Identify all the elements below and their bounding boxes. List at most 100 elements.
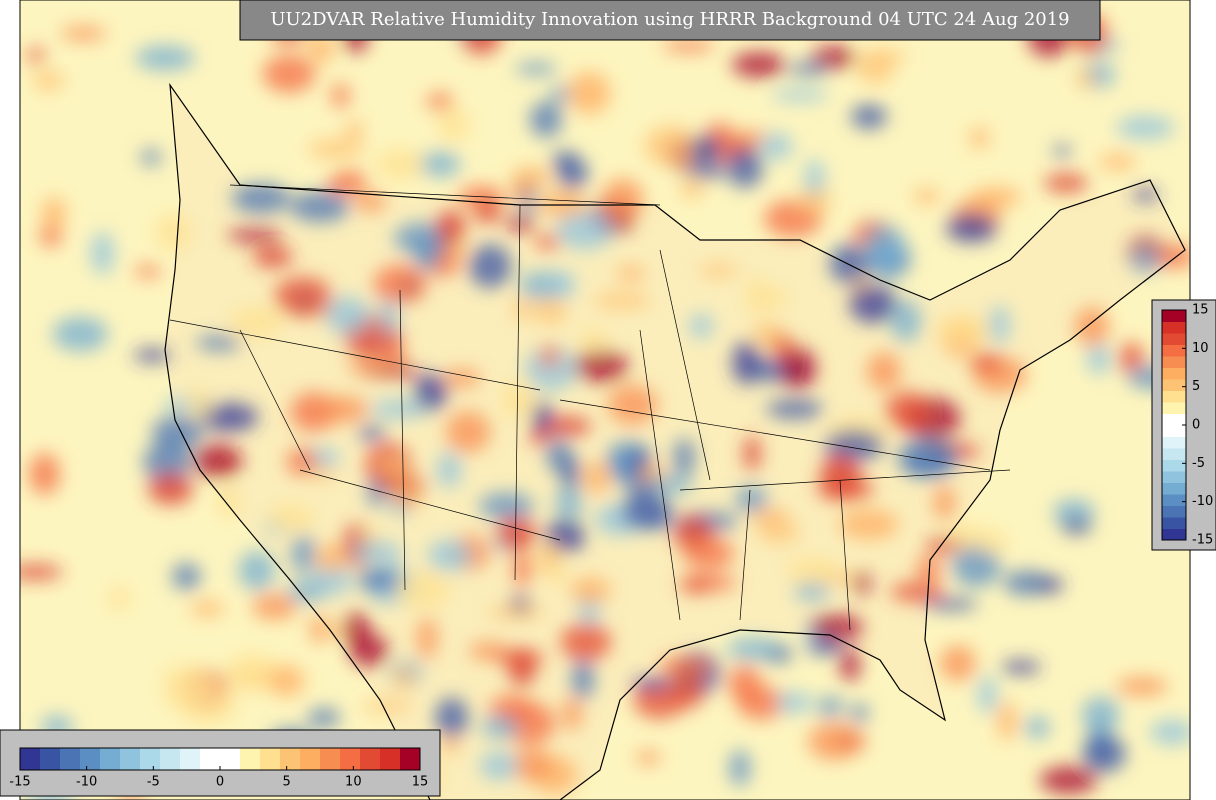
humidity-blob	[225, 654, 282, 692]
humidity-blob	[683, 537, 734, 570]
humidity-blob	[155, 213, 192, 251]
colorbar-segment	[1162, 448, 1186, 460]
humidity-blob	[705, 123, 733, 138]
humidity-blob	[443, 368, 481, 388]
humidity-blob	[178, 683, 236, 724]
humidity-blob	[810, 614, 864, 641]
humidity-blob	[1076, 67, 1096, 89]
humidity-blob	[817, 477, 874, 502]
humidity-blob	[971, 186, 1022, 207]
colorbar-segment	[1162, 505, 1186, 518]
humidity-blob	[698, 263, 739, 278]
title: UU2DVAR Relative Humidity Innovation usi…	[270, 9, 1069, 30]
humidity-blob	[480, 715, 520, 739]
humidity-blob	[511, 747, 553, 782]
colorbar-segment	[1162, 333, 1186, 345]
humidity-blob	[731, 51, 786, 78]
humidity-blob	[592, 292, 651, 310]
humidity-blob	[733, 130, 768, 144]
colorbar-segment	[1162, 402, 1186, 414]
humidity-blob	[601, 178, 644, 221]
humidity-blob	[689, 135, 721, 164]
humidity-blob	[231, 183, 291, 214]
humidity-blob	[1024, 716, 1051, 739]
humidity-blob	[291, 534, 316, 574]
humidity-blob	[1044, 174, 1089, 193]
humidity-blob	[427, 539, 473, 572]
colorbar-segment	[1162, 459, 1186, 472]
humidity-blob	[539, 416, 592, 436]
humidity-blob	[515, 62, 558, 75]
humidity-blob	[358, 425, 386, 441]
colorbar-segment	[20, 748, 41, 770]
colorbar-segment	[1162, 321, 1186, 334]
humidity-blob	[952, 545, 1001, 588]
humidity-blob	[785, 557, 838, 583]
humidity-blob	[621, 492, 672, 530]
humidity-blob	[537, 542, 560, 573]
humidity-blob	[474, 201, 501, 224]
humidity-blob	[274, 276, 332, 317]
humidity-blob	[840, 648, 861, 682]
colorbar-segment	[60, 748, 81, 770]
humidity-blob	[290, 191, 350, 223]
humidity-blob	[770, 334, 795, 360]
humidity-blob	[373, 264, 428, 304]
humidity-blob	[486, 606, 545, 619]
colorbar-segment	[160, 748, 181, 770]
humidity-blob	[1099, 154, 1137, 170]
humidity-blob	[997, 701, 1017, 741]
humidity-blob	[807, 722, 861, 761]
tick-label: 10	[1192, 341, 1209, 356]
tick-label: 10	[345, 775, 362, 790]
humidity-blob	[630, 677, 676, 691]
humidity-blob	[534, 234, 561, 250]
colorbar-segment	[1162, 310, 1186, 322]
humidity-blob	[435, 697, 469, 738]
humidity-blob	[217, 484, 240, 519]
humidity-blob	[562, 697, 582, 731]
colorbar-segment	[1162, 517, 1186, 529]
humidity-blob	[1132, 188, 1159, 202]
humidity-blob	[550, 86, 572, 103]
humidity-blob	[445, 410, 491, 453]
humidity-blob	[849, 284, 897, 324]
tick-label: 15	[412, 775, 429, 790]
colorbar-segment	[100, 748, 121, 770]
humidity-blob	[555, 486, 583, 520]
map-area	[20, 0, 1190, 800]
colorbar-segment	[1162, 379, 1186, 391]
humidity-blob	[750, 509, 790, 524]
colorbar-segment	[1162, 390, 1186, 403]
humidity-blob	[689, 313, 714, 339]
humidity-blob	[885, 391, 930, 431]
colorbar-segment	[220, 748, 241, 770]
humidity-blob	[616, 265, 645, 282]
humidity-blob	[544, 519, 585, 554]
humidity-blob	[357, 568, 401, 593]
humidity-blob	[437, 107, 470, 143]
humidity-blob	[1053, 499, 1095, 527]
humidity-blob	[582, 460, 611, 495]
humidity-blob	[361, 699, 413, 713]
humidity-blob	[227, 228, 283, 243]
humidity-blob	[316, 543, 346, 573]
humidity-blob	[135, 45, 195, 71]
humidity-blob	[868, 49, 908, 62]
humidity-blob	[607, 384, 658, 425]
humidity-blob	[1118, 342, 1145, 374]
humidity-blob	[307, 708, 341, 728]
humidity-blob	[746, 274, 764, 317]
colorbar-vertical: -15 -10 -5 0 5 10 15	[1161, 303, 1213, 548]
colorbar-segment	[40, 748, 61, 770]
humidity-blob	[793, 582, 831, 601]
humidity-blob	[771, 88, 829, 102]
humidity-blob	[1086, 343, 1111, 375]
humidity-blob	[435, 210, 466, 245]
humidity-blob	[1116, 677, 1168, 696]
humidity-blob	[351, 540, 403, 564]
humidity-blob	[787, 62, 829, 76]
humidity-blob	[807, 640, 845, 654]
humidity-blob	[529, 101, 563, 138]
humidity-blob	[286, 580, 325, 603]
